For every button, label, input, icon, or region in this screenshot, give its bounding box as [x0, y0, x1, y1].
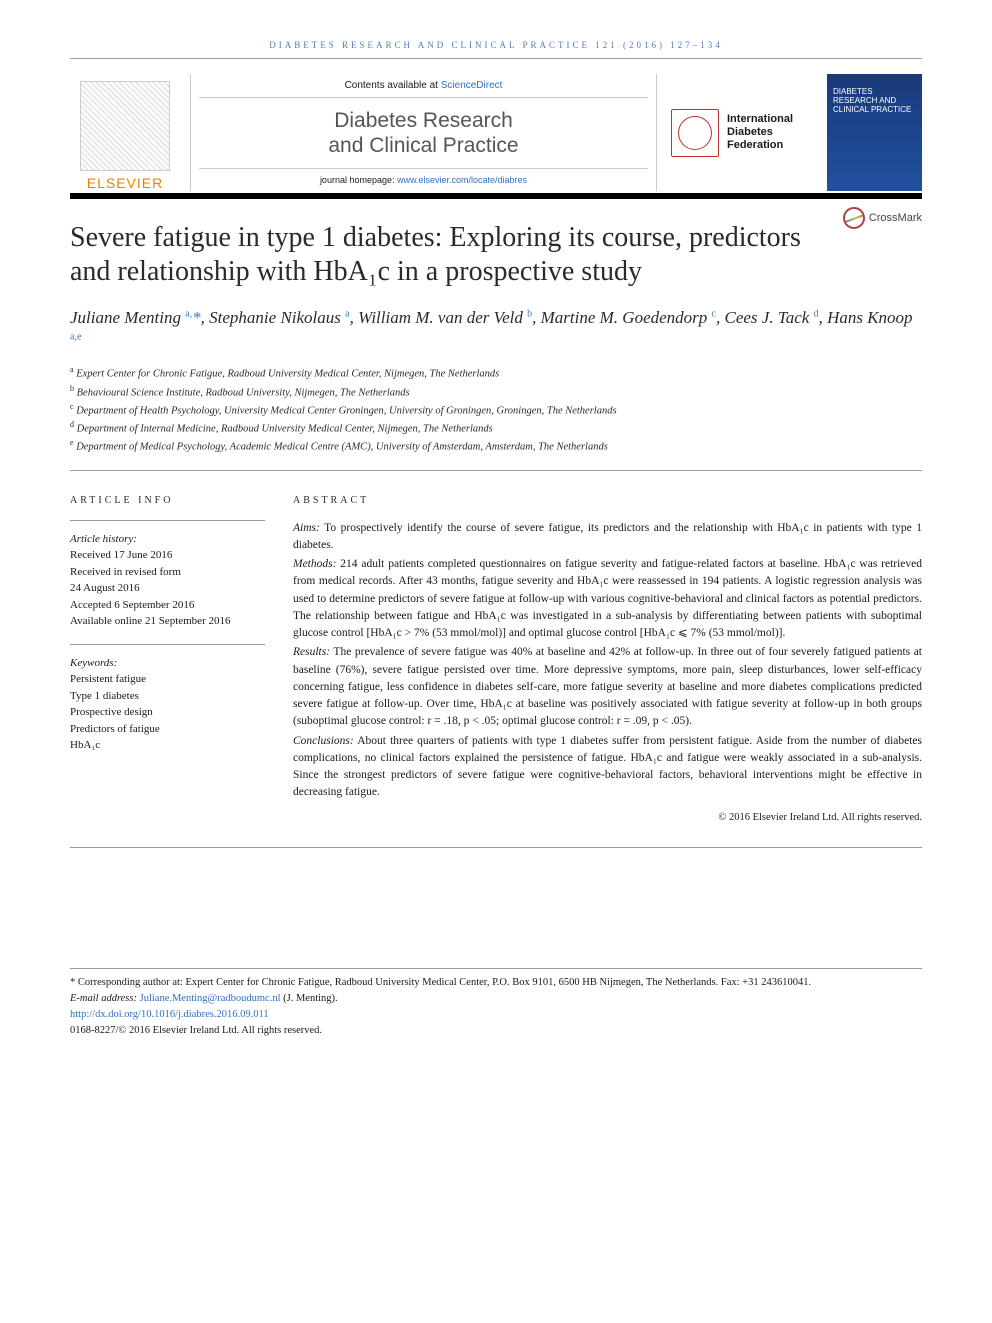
crossmark-icon	[843, 207, 865, 229]
elsevier-tree-icon	[80, 81, 170, 171]
article-title: Severe fatigue in type 1 diabetes: Explo…	[70, 221, 922, 288]
cover-title: DIABETES RESEARCH AND CLINICAL PRACTICE	[833, 88, 916, 114]
idf-l2: Diabetes	[727, 126, 773, 138]
keywords-block: Keywords: Persistent fatigue Type 1 diab…	[70, 644, 265, 754]
footer: * Corresponding author at: Expert Center…	[70, 968, 922, 1038]
email-line: E-mail address: Juliane.Menting@radboudu…	[70, 991, 922, 1007]
revised2: 24 August 2016	[70, 580, 265, 597]
abstract-heading: ABSTRACT	[293, 493, 922, 508]
issn-line: 0168-8227/© 2016 Elsevier Ireland Ltd. A…	[70, 1023, 922, 1039]
journal-center: Contents available at ScienceDirect Diab…	[190, 74, 657, 191]
accepted: Accepted 6 September 2016	[70, 597, 265, 614]
abs-conclusions: Conclusions: About three quarters of pat…	[293, 733, 922, 802]
abs-aims: Aims: To prospectively identify the cour…	[293, 520, 922, 555]
email-link[interactable]: Juliane.Menting@radboudumc.nl	[140, 993, 281, 1004]
kw-1: Type 1 diabetes	[70, 688, 265, 705]
crossmark-badge[interactable]: CrossMark	[843, 207, 922, 229]
affil-e: e Department of Medical Psychology, Acad…	[70, 437, 922, 455]
crossmark-label: CrossMark	[869, 212, 922, 224]
journal-name: Diabetes Research and Clinical Practice	[199, 108, 648, 158]
abs-results: Results: The prevalence of severe fatigu…	[293, 644, 922, 730]
kw-0: Persistent fatigue	[70, 671, 265, 688]
abstract-col: ABSTRACT Aims: To prospectively identify…	[293, 493, 922, 826]
kw-3: Predictors of fatigue	[70, 721, 265, 738]
journal-name-l1: Diabetes Research	[334, 109, 513, 132]
contents-prefix: Contents available at	[345, 80, 441, 91]
two-col: ARTICLE INFO Article history: Received 1…	[70, 493, 922, 849]
homepage-prefix: journal homepage:	[320, 175, 397, 185]
history-label: Article history:	[70, 531, 265, 548]
elsevier-label: ELSEVIER	[87, 175, 163, 191]
journal-header: ELSEVIER Contents available at ScienceDi…	[70, 74, 922, 199]
homepage-line: journal homepage: www.elsevier.com/locat…	[199, 168, 648, 185]
idf-logo-icon	[671, 109, 719, 157]
journal-name-l2: and Clinical Practice	[328, 134, 518, 157]
affil-b: b Behavioural Science Institute, Radboud…	[70, 383, 922, 401]
cover-thumbnail: DIABETES RESEARCH AND CLINICAL PRACTICE	[827, 74, 922, 191]
kw-4: HbA₁c	[70, 737, 265, 754]
contents-line: Contents available at ScienceDirect	[199, 80, 648, 98]
abs-methods: Methods: 214 adult patients completed qu…	[293, 556, 922, 642]
affil-c: c Department of Health Psychology, Unive…	[70, 401, 922, 419]
kw-2: Prospective design	[70, 704, 265, 721]
affil-a: a Expert Center for Chronic Fatigue, Rad…	[70, 364, 922, 382]
idf-l1: International	[727, 113, 793, 125]
copyright: © 2016 Elsevier Ireland Ltd. All rights …	[293, 810, 922, 826]
revised1: Received in revised form	[70, 564, 265, 581]
article-info-heading: ARTICLE INFO	[70, 493, 265, 508]
elsevier-block: ELSEVIER	[70, 74, 180, 191]
running-head: DIABETES RESEARCH AND CLINICAL PRACTICE …	[70, 40, 922, 59]
idf-block: International Diabetes Federation	[667, 74, 817, 191]
affiliations: a Expert Center for Chronic Fatigue, Rad…	[70, 364, 922, 470]
online: Available online 21 September 2016	[70, 613, 265, 630]
keywords-label: Keywords:	[70, 655, 265, 672]
history-block: Article history: Received 17 June 2016 R…	[70, 520, 265, 630]
sciencedirect-link[interactable]: ScienceDirect	[441, 80, 503, 91]
idf-text: International Diabetes Federation	[727, 113, 793, 153]
homepage-link[interactable]: www.elsevier.com/locate/diabres	[397, 175, 527, 185]
received: Received 17 June 2016	[70, 547, 265, 564]
authors-line: Juliane Menting a,*, Stephanie Nikolaus …	[70, 307, 922, 353]
doi-link[interactable]: http://dx.doi.org/10.1016/j.diabres.2016…	[70, 1009, 269, 1020]
corr-author: * Corresponding author at: Expert Center…	[70, 975, 922, 991]
affil-d: d Department of Internal Medicine, Radbo…	[70, 419, 922, 437]
idf-l3: Federation	[727, 139, 783, 151]
article-info-col: ARTICLE INFO Article history: Received 1…	[70, 493, 265, 826]
